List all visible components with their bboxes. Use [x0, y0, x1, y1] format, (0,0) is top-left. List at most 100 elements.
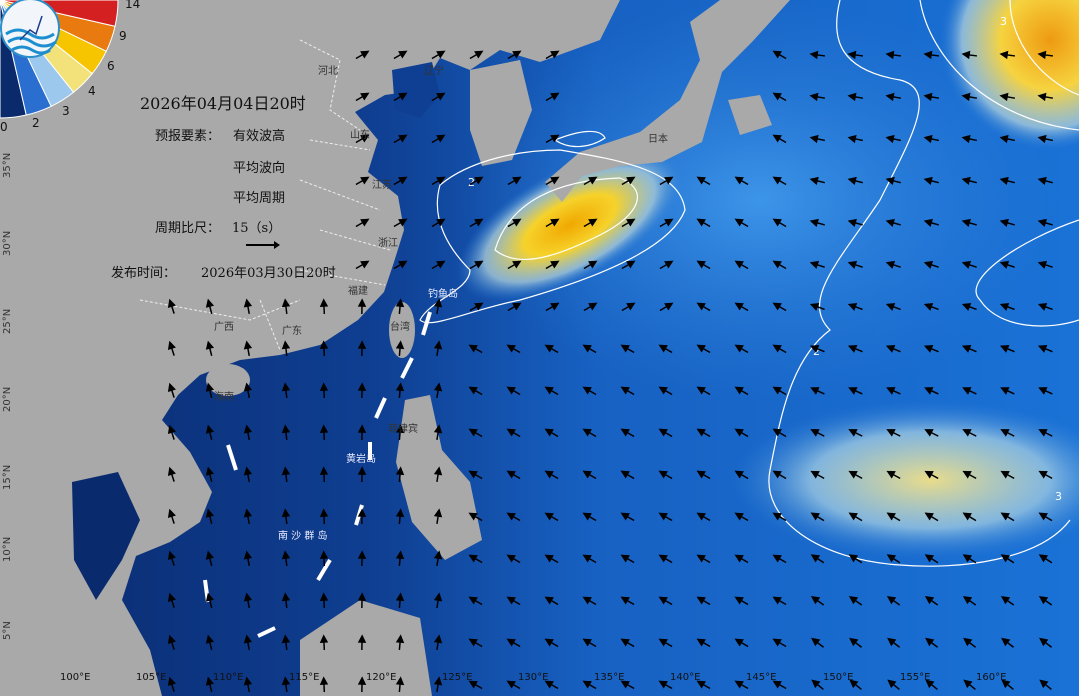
place-japan: 日本: [648, 134, 668, 145]
wave-direction-arrow: [847, 345, 863, 353]
wave-direction-arrow: [433, 466, 443, 483]
wave-direction-arrow: [506, 554, 521, 564]
wave-direction-arrow: [205, 592, 215, 608]
wave-direction-arrow: [319, 298, 329, 315]
wave-direction-arrow: [772, 680, 787, 690]
wave-direction-arrow: [659, 218, 674, 228]
wave-direction-arrow: [395, 634, 405, 651]
wave-direction-arrow: [468, 638, 483, 648]
wave-direction-arrow: [431, 92, 446, 102]
wave-direction-arrow: [962, 429, 977, 437]
wave-direction-arrow: [319, 466, 329, 483]
wave-direction-arrow: [923, 176, 939, 186]
wave-direction-arrow: [544, 428, 559, 438]
wave-direction-arrow: [734, 638, 749, 648]
wave-direction-arrow: [395, 382, 405, 399]
wave-direction-arrow: [620, 638, 635, 648]
wave-direction-arrow: [962, 387, 977, 395]
place-philippines: 菲律宾: [388, 424, 418, 435]
wave-direction-arrow: [395, 508, 405, 525]
wave-direction-arrow: [1000, 470, 1015, 480]
wave-direction-arrow: [395, 466, 405, 483]
wave-direction-arrow: [431, 176, 446, 186]
wave-direction-arrow: [696, 596, 711, 606]
ocean-highlight: [460, 0, 1060, 400]
wave-direction-arrow: [468, 596, 483, 606]
wave-direction-arrow: [885, 92, 902, 102]
wave-direction-arrow: [1000, 387, 1015, 395]
wave-direction-arrow: [582, 470, 597, 480]
wave-direction-arrow: [1000, 512, 1015, 522]
wave-direction-arrow: [849, 679, 862, 691]
wave-direction-arrow: [886, 554, 901, 564]
wave-direction-arrow: [319, 676, 329, 693]
wave-direction-arrow: [772, 638, 787, 648]
wave-direction-arrow: [924, 429, 939, 437]
wave-direction-arrow: [885, 345, 901, 353]
wave-direction-arrow: [885, 176, 901, 186]
wave-direction-arrow: [620, 470, 635, 480]
wave-direction-arrow: [811, 637, 825, 648]
wave-direction-arrow: [507, 176, 522, 186]
wave-direction-arrow: [923, 260, 939, 269]
wave-direction-arrow: [167, 592, 176, 608]
wave-direction-arrow: [1000, 596, 1015, 606]
wave-direction-arrow: [281, 424, 291, 441]
wave-direction-arrow: [1038, 470, 1053, 480]
lat-label: 20°N: [2, 386, 13, 412]
wave-direction-arrow: [167, 676, 176, 692]
wave-direction-arrow: [243, 424, 253, 441]
legend-tick: 9: [119, 29, 127, 43]
wave-direction-arrow: [469, 218, 484, 228]
wave-direction-arrow: [395, 592, 405, 609]
wave-direction-arrow: [963, 637, 977, 648]
wave-direction-arrow: [1038, 387, 1053, 395]
place-taiwan: 台湾: [390, 322, 410, 333]
wave-direction-arrow: [205, 382, 215, 398]
wave-direction-arrow: [734, 512, 749, 522]
element-wave-direction: 平均波向: [233, 161, 286, 176]
wave-direction-arrow: [887, 679, 900, 691]
wave-direction-arrow: [734, 260, 749, 270]
wave-direction-arrow: [281, 592, 291, 609]
wave-direction-arrow: [847, 218, 863, 227]
wave-direction-arrow: [1000, 554, 1015, 564]
wave-direction-arrow: [433, 634, 443, 651]
wave-direction-arrow: [506, 386, 521, 396]
wave-direction-arrow: [885, 134, 902, 144]
wave-direction-arrow: [167, 466, 176, 482]
wave-direction-arrow: [468, 344, 483, 354]
wave-direction-arrow: [582, 596, 597, 606]
wave-direction-arrow: [582, 344, 597, 354]
wave-direction-arrow: [999, 260, 1015, 269]
wave-direction-arrow: [469, 50, 484, 60]
wave-contours: [419, 0, 1079, 567]
wave-direction-arrow: [962, 596, 977, 606]
wave-direction-arrow: [962, 470, 977, 480]
wave-direction-arrow: [772, 512, 787, 522]
wave-direction-arrow: [545, 176, 560, 186]
wave-direction-arrow: [886, 596, 901, 606]
wave-direction-arrows: [167, 50, 1054, 693]
wave-direction-arrow: [659, 260, 674, 270]
wave-direction-arrow: [924, 387, 939, 395]
wave-direction-arrow: [885, 302, 901, 311]
wave-direction-arrow: [809, 50, 826, 60]
wave-direction-arrow: [811, 679, 824, 691]
wave-direction-arrow: [810, 470, 825, 480]
wave-direction-arrow: [1001, 637, 1015, 648]
wave-direction-arrow: [281, 550, 291, 567]
legend-tick: 4: [88, 84, 96, 98]
wave-direction-arrow: [395, 676, 405, 693]
wave-direction-arrow: [243, 298, 253, 315]
wave-direction-arrow: [923, 218, 939, 227]
wave-direction-arrow: [205, 634, 215, 650]
wave-direction-arrow: [319, 424, 329, 441]
wave-direction-arrow: [583, 218, 598, 228]
wave-direction-arrow: [961, 176, 977, 186]
wave-direction-arrow: [1039, 679, 1052, 691]
wave-direction-arrow: [886, 387, 901, 395]
wave-direction-arrow: [355, 176, 370, 186]
wave-direction-arrow: [167, 424, 176, 440]
wave-direction-arrow: [696, 386, 711, 396]
